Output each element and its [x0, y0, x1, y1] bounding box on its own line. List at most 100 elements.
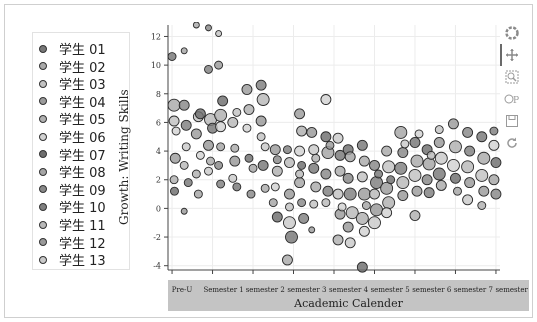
data-point[interactable]: [433, 137, 445, 148]
data-point[interactable]: [477, 151, 491, 165]
save-icon[interactable]: [502, 112, 522, 130]
data-point[interactable]: [167, 52, 177, 61]
bokeh-logo-icon[interactable]: [502, 24, 522, 42]
data-point[interactable]: [477, 201, 487, 210]
data-point[interactable]: [272, 155, 282, 165]
data-point[interactable]: [462, 127, 474, 138]
data-point[interactable]: [337, 202, 347, 212]
data-point[interactable]: [269, 144, 281, 156]
data-point[interactable]: [167, 98, 181, 112]
data-point[interactable]: [386, 175, 396, 185]
data-point[interactable]: [397, 147, 409, 158]
data-point[interactable]: [227, 116, 239, 128]
data-point[interactable]: [476, 131, 488, 143]
data-point[interactable]: [294, 145, 306, 157]
data-point[interactable]: [255, 79, 267, 91]
data-point[interactable]: [268, 198, 278, 208]
data-point[interactable]: [397, 190, 409, 201]
data-point[interactable]: [306, 127, 318, 138]
data-point[interactable]: [284, 188, 295, 200]
data-point[interactable]: [271, 165, 283, 177]
data-point[interactable]: [282, 145, 292, 155]
data-point[interactable]: [283, 216, 296, 230]
legend-item[interactable]: 学生 09: [33, 181, 129, 199]
data-point[interactable]: [447, 118, 459, 130]
data-point[interactable]: [343, 187, 357, 201]
data-point[interactable]: [260, 142, 270, 152]
data-point[interactable]: [488, 139, 500, 151]
data-point[interactable]: [297, 160, 307, 170]
data-point[interactable]: [411, 185, 423, 197]
data-point[interactable]: [297, 198, 307, 208]
data-point[interactable]: [181, 142, 191, 152]
data-point[interactable]: [355, 211, 369, 225]
data-point[interactable]: [421, 174, 433, 186]
data-point[interactable]: [478, 185, 490, 197]
data-point[interactable]: [414, 129, 424, 139]
data-point[interactable]: [345, 206, 359, 220]
legend-item[interactable]: 学生 11: [33, 216, 129, 234]
data-point[interactable]: [230, 143, 240, 153]
data-point[interactable]: [410, 154, 424, 168]
legend-item[interactable]: 学生 12: [33, 234, 129, 252]
data-point[interactable]: [408, 168, 422, 182]
data-point[interactable]: [296, 125, 308, 137]
data-point[interactable]: [194, 108, 206, 120]
data-point[interactable]: [228, 173, 238, 183]
data-point[interactable]: [449, 140, 462, 154]
data-point[interactable]: [380, 181, 394, 195]
data-point[interactable]: [215, 121, 227, 133]
data-point[interactable]: [284, 157, 295, 168]
data-point[interactable]: [320, 168, 332, 180]
data-point[interactable]: [229, 155, 241, 167]
data-point[interactable]: [381, 207, 393, 219]
data-point[interactable]: [216, 179, 226, 189]
data-point[interactable]: [244, 153, 254, 163]
data-point[interactable]: [381, 145, 393, 157]
data-point[interactable]: [214, 108, 228, 122]
data-point[interactable]: [394, 126, 408, 139]
data-point[interactable]: [171, 126, 181, 136]
data-point[interactable]: [168, 115, 180, 127]
data-point[interactable]: [422, 157, 436, 171]
data-point[interactable]: [214, 160, 224, 170]
data-point[interactable]: [382, 160, 396, 174]
data-point[interactable]: [453, 186, 462, 196]
legend-item[interactable]: 学生 05: [33, 110, 129, 128]
data-point[interactable]: [308, 144, 320, 156]
legend-item[interactable]: 学生 02: [33, 58, 129, 76]
data-point[interactable]: [295, 169, 305, 179]
data-point[interactable]: [180, 47, 188, 55]
legend-item[interactable]: 学生 10: [33, 198, 129, 216]
legend-item[interactable]: 学生 03: [33, 75, 129, 93]
data-point[interactable]: [180, 119, 192, 131]
data-point[interactable]: [169, 175, 179, 185]
data-point[interactable]: [464, 145, 476, 157]
data-point[interactable]: [369, 159, 380, 171]
data-point[interactable]: [183, 178, 193, 188]
data-point[interactable]: [169, 152, 181, 164]
data-point[interactable]: [308, 226, 316, 234]
data-point[interactable]: [308, 162, 320, 174]
data-point[interactable]: [256, 132, 266, 142]
data-point[interactable]: [356, 171, 368, 183]
data-point[interactable]: [342, 172, 354, 184]
box-zoom-icon[interactable]: [502, 68, 522, 86]
data-point[interactable]: [191, 169, 201, 179]
data-point[interactable]: [489, 126, 499, 136]
data-point[interactable]: [344, 237, 356, 249]
legend-item[interactable]: 学生 13: [33, 251, 129, 269]
data-point[interactable]: [462, 194, 474, 206]
wheel-zoom-icon[interactable]: P: [502, 90, 522, 108]
data-point[interactable]: [217, 95, 229, 107]
data-point[interactable]: [270, 182, 280, 192]
data-point[interactable]: [434, 151, 448, 165]
data-point[interactable]: [490, 157, 502, 168]
data-point[interactable]: [246, 189, 256, 199]
data-point[interactable]: [361, 201, 371, 210]
pan-icon[interactable]: [502, 46, 522, 64]
data-point[interactable]: [256, 93, 270, 106]
data-point[interactable]: [409, 137, 421, 148]
data-point[interactable]: [203, 139, 214, 151]
data-point[interactable]: [357, 187, 371, 201]
